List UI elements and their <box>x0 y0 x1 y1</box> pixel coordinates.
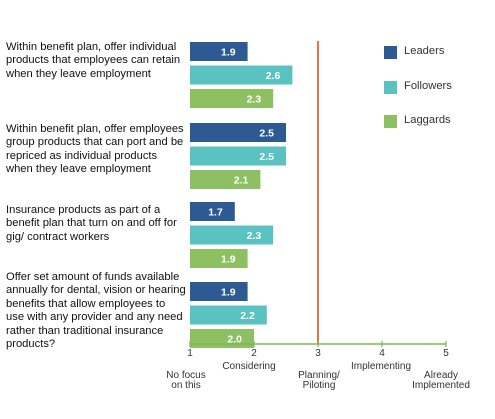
category-label-3: Insurance products as part of a benefit … <box>6 204 177 243</box>
x-tick-label-2: Considering <box>222 361 275 372</box>
bar-followers-2 <box>190 146 286 166</box>
x-tick-number-1: 1 <box>187 348 193 359</box>
legend-label-laggards: Laggards <box>404 114 451 126</box>
bar-followers-1 <box>190 65 293 85</box>
data-label-laggards-1: 2.3 <box>247 94 262 106</box>
category-label-1: Within benefit plan, offer individual pr… <box>6 41 181 80</box>
x-tick-label-line: No focus <box>166 370 205 381</box>
x-tick-label-line: on this <box>171 380 200 391</box>
data-label-laggards-2: 2.1 <box>234 175 249 187</box>
data-label-followers-3: 2.3 <box>247 230 262 242</box>
x-tick-label-line: Implementing <box>351 361 411 372</box>
data-label-laggards-3: 1.9 <box>221 254 236 266</box>
bar-leaders-4 <box>190 282 248 301</box>
bar-laggards-3 <box>190 249 248 268</box>
bar-leaders-3 <box>190 202 235 221</box>
x-tick-label-5: Already Implemented <box>412 370 470 391</box>
bar-leaders-2 <box>190 123 286 142</box>
data-label-leaders-2: 2.5 <box>259 128 274 140</box>
legend-item-laggards: Laggards <box>384 114 484 130</box>
legend-swatch-laggards <box>384 115 397 128</box>
legend-swatch-leaders <box>384 46 397 59</box>
x-tick-label-3: Planning/Piloting <box>298 370 340 391</box>
bar-laggards-2 <box>190 170 261 189</box>
x-tick-label-line: Already <box>424 370 458 381</box>
legend-label-leaders: Leaders <box>404 45 445 57</box>
data-label-leaders-3: 1.7 <box>208 207 223 219</box>
legend-swatch-followers <box>384 81 397 94</box>
x-tick-number-3: 3 <box>315 348 321 359</box>
legend-item-leaders: Leaders <box>384 45 484 61</box>
legend-item-followers: Followers <box>384 80 484 96</box>
data-label-followers-4: 2.2 <box>240 310 255 322</box>
x-tick-number-2: 2 <box>251 348 257 359</box>
category-label-2: Within benefit plan, offer employees gro… <box>6 123 184 176</box>
x-tick-label-line: Planning/ <box>298 370 340 381</box>
x-tick-label-1: No focus on this <box>166 370 205 391</box>
legend-label-followers: Followers <box>404 80 452 92</box>
bar-laggards-4 <box>190 329 254 348</box>
data-label-followers-2: 2.5 <box>259 151 274 163</box>
data-label-leaders-1: 1.9 <box>221 47 236 59</box>
data-label-leaders-4: 1.9 <box>221 287 236 299</box>
bar-leaders-1 <box>190 42 248 61</box>
x-tick-number-5: 5 <box>443 348 449 359</box>
data-label-laggards-4: 2.0 <box>227 334 242 346</box>
x-tick-number-4: 4 <box>379 348 385 359</box>
x-tick-label-line: Piloting <box>303 380 336 391</box>
bar-followers-4 <box>190 305 267 325</box>
category-label-4: Offer set amount of funds available annu… <box>6 271 186 351</box>
bar-laggards-1 <box>190 89 274 108</box>
bar-followers-3 <box>190 225 274 245</box>
data-label-followers-1: 2.6 <box>266 70 281 82</box>
x-tick-label-line: Considering <box>222 361 275 372</box>
x-tick-label-4: Implementing <box>351 361 411 372</box>
x-tick-label-line: Implemented <box>412 380 470 391</box>
